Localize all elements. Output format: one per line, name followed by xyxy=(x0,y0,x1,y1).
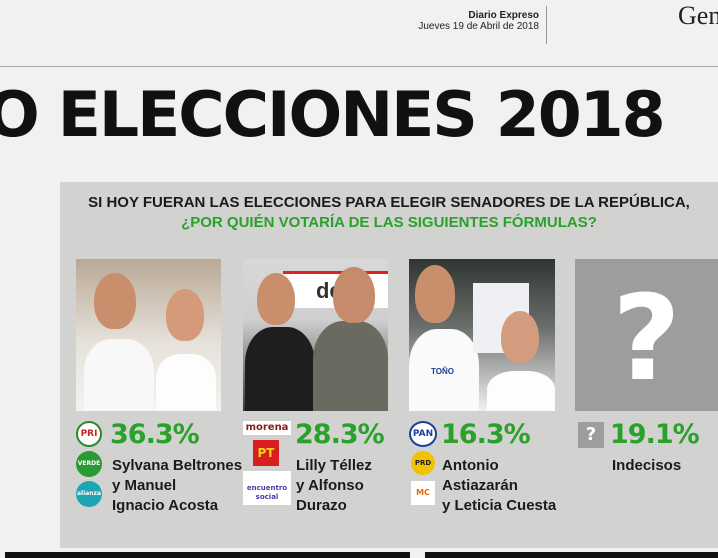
name-line: y Manuel xyxy=(112,477,177,494)
undecided-percent: 19.1% xyxy=(610,419,700,450)
name-line: y Alfonso xyxy=(296,477,364,494)
name-line: Ignacio Acosta xyxy=(112,497,219,514)
top-rule xyxy=(0,66,718,67)
bottom-rule-right xyxy=(425,552,718,558)
name-line: Durazo xyxy=(296,497,347,514)
pri-logo-icon: PRI xyxy=(76,421,102,447)
question-line-2: ¿POR QUIÉN VOTARÍA DE LAS SIGUIENTES FÓR… xyxy=(181,214,597,231)
candidate-1-percent: 36.3% xyxy=(110,419,200,450)
bottom-rule-left xyxy=(5,552,410,558)
candidate-photo-2: de e xyxy=(243,259,388,411)
alianza-logo-icon: alianza xyxy=(76,481,102,507)
pt-logo-icon: PT xyxy=(253,440,279,466)
pan-logo-icon: PAN xyxy=(409,421,437,447)
name-line: y Leticia Cuesta xyxy=(442,497,557,514)
candidate-2-names: Lilly Téllez y Alfonso Durazo xyxy=(296,456,372,516)
morena-logo-icon: morena xyxy=(243,421,291,435)
poll-question: SI HOY FUERAN LAS ELECCIONES PARA ELEGIR… xyxy=(60,193,718,233)
candidate-1-names: Sylvana Beltrones y Manuel Ignacio Acost… xyxy=(112,456,242,516)
undecided-icon: ? xyxy=(578,422,604,448)
candidate-2-percent: 28.3% xyxy=(295,419,385,450)
question-mark-icon: ? xyxy=(612,269,681,407)
candidate-photo-3: TOÑO xyxy=(409,259,555,411)
name-line: Astiazarán xyxy=(442,477,518,494)
undecided-placeholder: ? xyxy=(575,259,718,411)
name-line: Lilly Téllez xyxy=(296,457,372,474)
movimiento-ciudadano-logo-icon: MC xyxy=(411,481,435,505)
verde-logo-icon: VERDE xyxy=(76,451,102,477)
encuentro-social-logo-icon: encuentro social xyxy=(243,471,291,505)
page-headline: O ELECCIONES 2018 xyxy=(0,78,666,151)
candidate-3-names: Antonio Astiazarán y Leticia Cuesta xyxy=(442,456,556,516)
candidate-photo-1 xyxy=(76,259,221,411)
name-line: Indecisos xyxy=(612,457,682,474)
header-divider xyxy=(546,6,547,44)
question-line-1: SI HOY FUERAN LAS ELECCIONES PARA ELEGIR… xyxy=(88,194,690,211)
masthead-info: Diario Expreso Jueves 19 de Abril de 201… xyxy=(380,10,539,32)
name-line: Antonio xyxy=(442,457,499,474)
shirt-text: TOÑO xyxy=(431,367,454,376)
name-line: Sylvana Beltrones xyxy=(112,457,243,474)
section-title: Gen xyxy=(678,1,718,30)
prd-logo-icon: PRD xyxy=(411,451,435,475)
undecided-label: Indecisos xyxy=(612,456,681,476)
publication-name: Diario Expreso xyxy=(468,10,539,21)
publication-date: Jueves 19 de Abril de 2018 xyxy=(418,21,539,32)
candidate-3-percent: 16.3% xyxy=(441,419,531,450)
